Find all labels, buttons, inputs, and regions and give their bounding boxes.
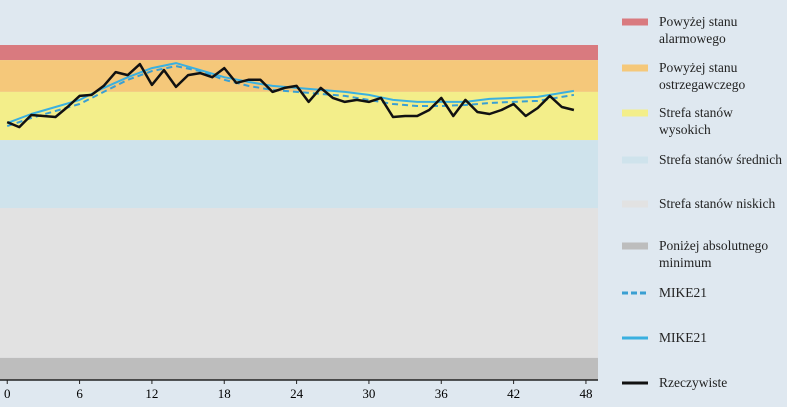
zone (0, 140, 598, 209)
x-tick-label: 30 (362, 386, 375, 401)
legend-label: Strefa stanów niskich (659, 196, 776, 211)
x-tick-label: 42 (507, 386, 520, 401)
line (6, 62, 575, 129)
legend-label: Rzeczywiste (659, 375, 728, 390)
legend-label: Strefa stanów średnich (659, 152, 782, 167)
zone (0, 91, 598, 141)
legend-label: MIKE21 (659, 330, 707, 345)
zone (0, 357, 598, 380)
legend-label: Powyżej stanu alarmowego (659, 14, 738, 46)
zone (0, 45, 598, 61)
legend-label: Powyżej stanu ostrzegawczego (659, 60, 746, 92)
line (6, 65, 575, 128)
zone (0, 60, 598, 92)
zone (0, 208, 598, 358)
x-tick-label: 36 (435, 386, 449, 401)
x-tick-label: 12 (145, 386, 158, 401)
plot: 0 6 12 18 24 30 36 42 48 (0, 45, 598, 401)
x-tick-label: 0 (4, 386, 11, 401)
x-tick-label: 48 (579, 386, 592, 401)
legend-label: Poniżej absolutnego minimum (659, 238, 769, 270)
legend-label: Strefa stanów wysokich (659, 105, 733, 137)
x-tick-label: 24 (290, 386, 304, 401)
x-tick-label: 18 (218, 386, 231, 401)
x-tick-label: 6 (76, 386, 83, 401)
legend-label: MIKE21 (659, 285, 707, 300)
